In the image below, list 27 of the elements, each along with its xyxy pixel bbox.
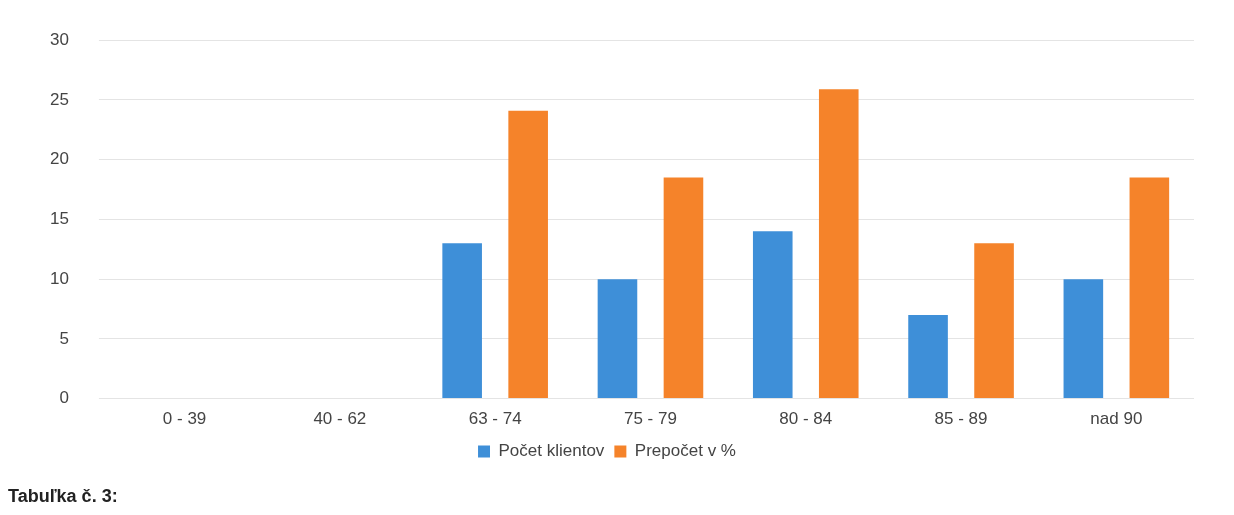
bar xyxy=(818,89,859,399)
bar xyxy=(908,314,948,399)
y-tick-label: 30 xyxy=(49,29,69,49)
bar xyxy=(597,279,638,399)
legend-label: Prepočet v % xyxy=(634,441,736,461)
y-tick-label: 15 xyxy=(49,209,69,229)
x-tick-label: 63 - 74 xyxy=(468,409,522,429)
y-tick-label: 10 xyxy=(49,268,69,288)
bar xyxy=(663,177,704,399)
bar xyxy=(1063,279,1104,399)
y-tick-label: 5 xyxy=(59,328,69,348)
x-tick-label: 0 - 39 xyxy=(162,409,207,429)
bar xyxy=(974,243,1014,399)
y-tick-label: 20 xyxy=(49,149,69,169)
y-tick-label: 25 xyxy=(49,89,69,109)
bar xyxy=(508,110,548,399)
x-tick-label: 75 - 79 xyxy=(623,409,677,429)
text: Tabuľka č. 3: xyxy=(8,486,118,507)
legend-label: Počet klientov xyxy=(498,441,605,461)
x-tick-label: 85 - 89 xyxy=(934,409,988,429)
bar xyxy=(752,231,793,399)
x-tick-label: nad 90 xyxy=(1090,409,1143,429)
x-tick-label: 40 - 62 xyxy=(313,409,367,429)
bar xyxy=(442,243,482,399)
bar xyxy=(1129,177,1170,399)
x-tick-label: 80 - 84 xyxy=(779,409,833,429)
y-tick-label: 0 xyxy=(59,388,69,408)
